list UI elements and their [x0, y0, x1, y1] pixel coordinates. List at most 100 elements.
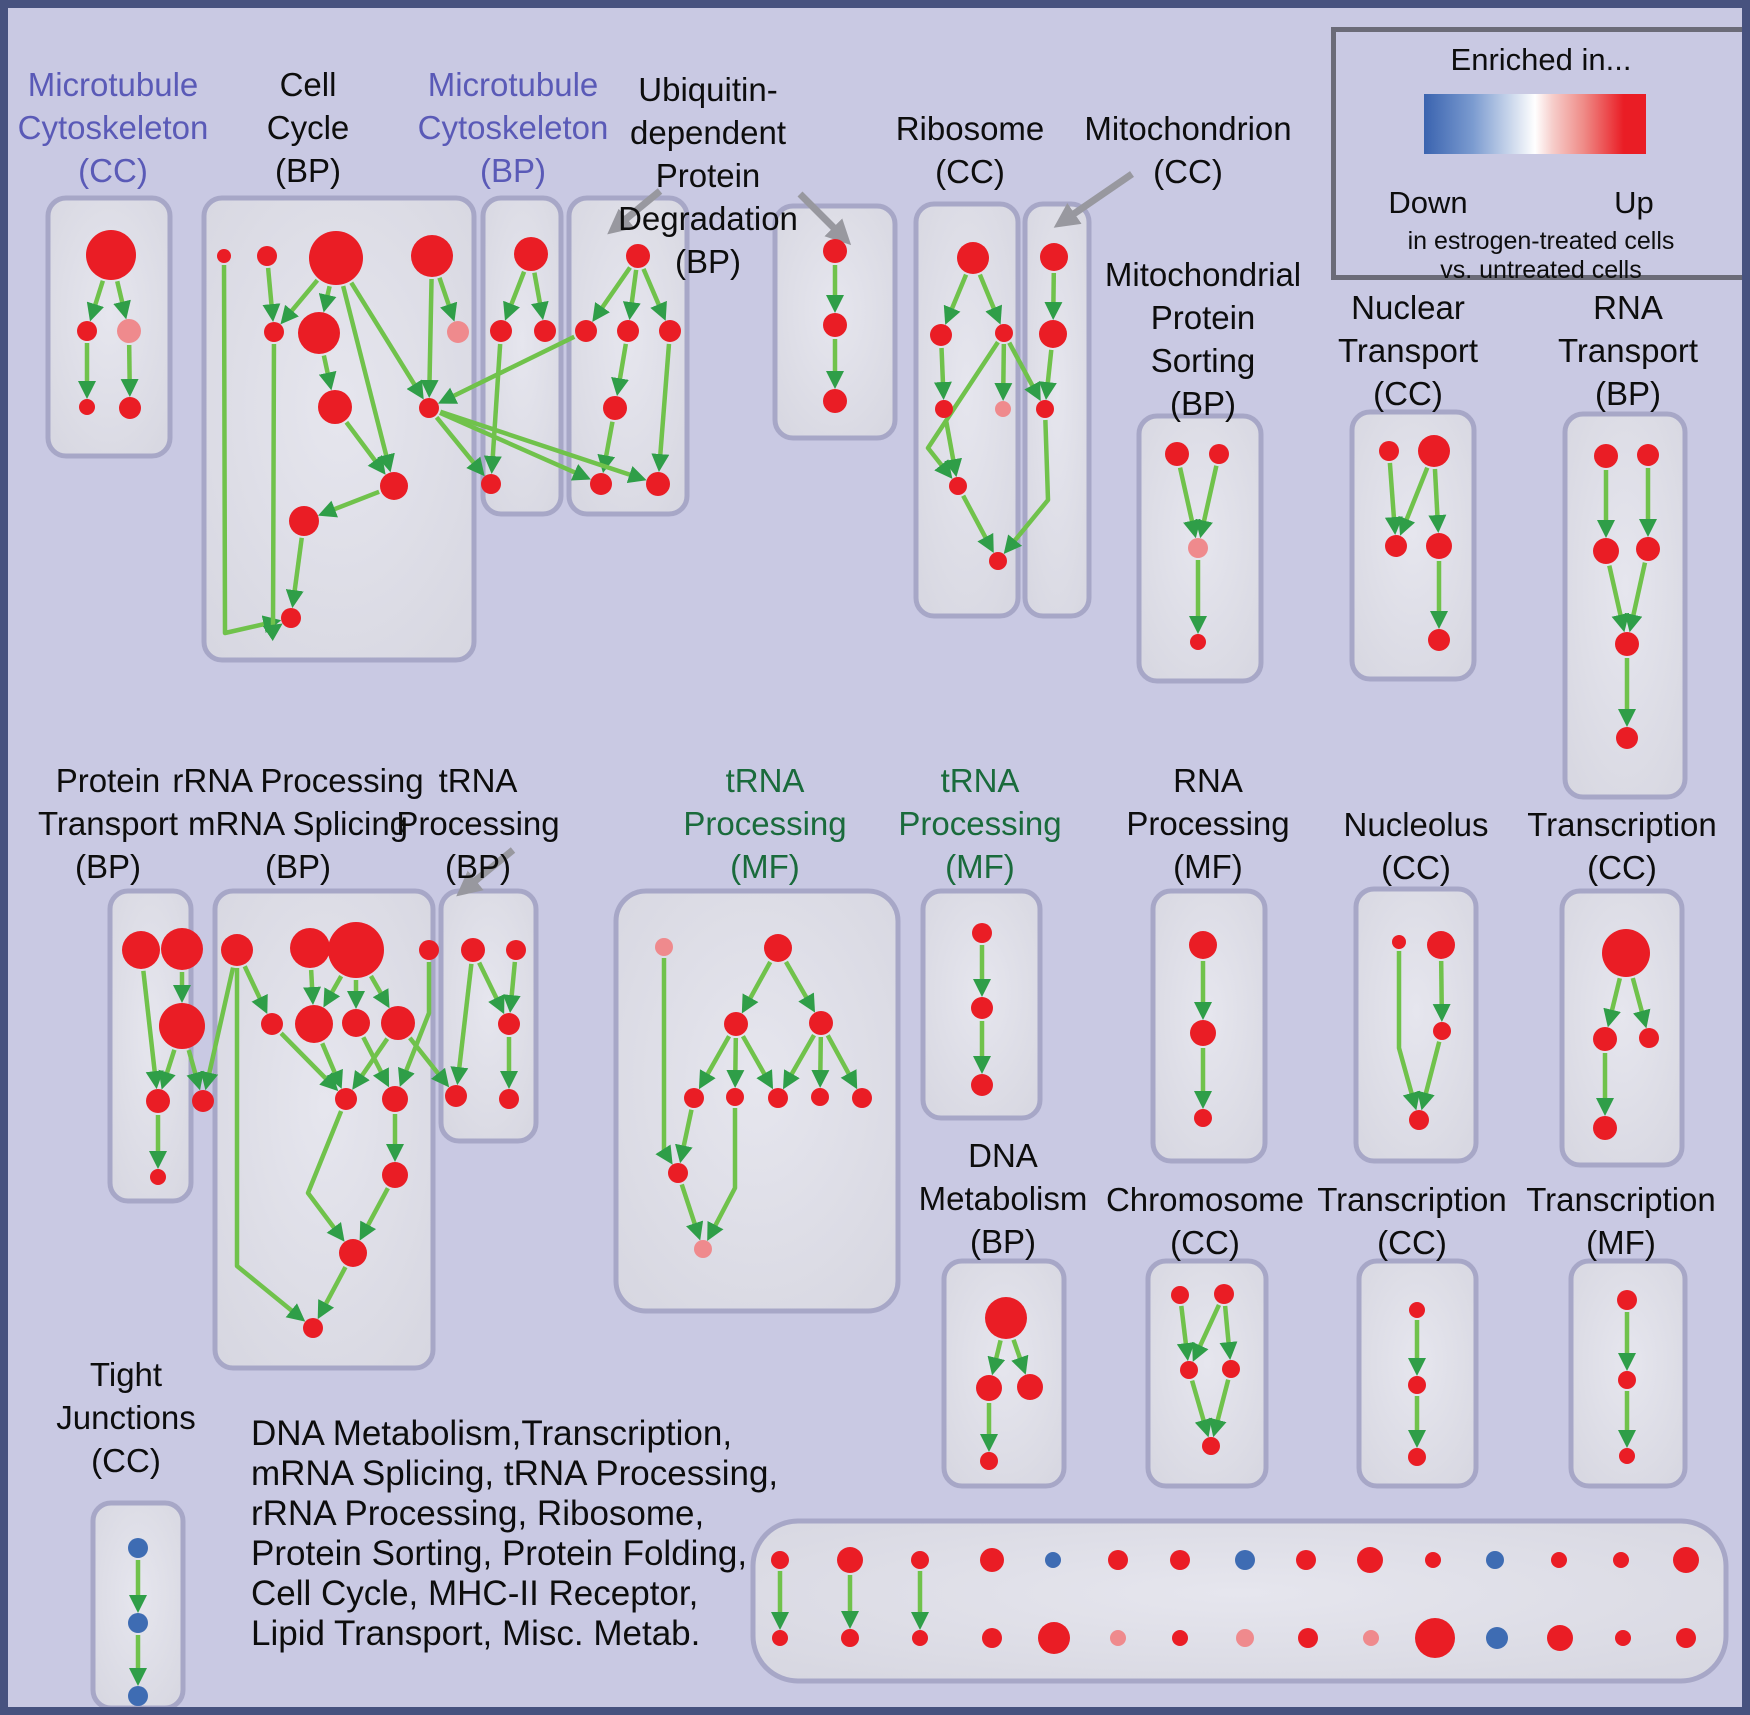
edge-arrow	[622, 269, 641, 321]
go-term-node	[1636, 537, 1660, 561]
edge-arrow	[726, 1037, 745, 1088]
edge-arrow	[784, 960, 816, 1013]
go-term-node	[1392, 935, 1406, 949]
go-term-node	[1613, 1552, 1629, 1568]
go-term-node	[506, 940, 526, 960]
go-term-node	[930, 324, 952, 346]
go-term-node	[1428, 629, 1450, 651]
edge-arrow	[651, 343, 672, 473]
go-term-node	[481, 474, 501, 494]
go-term-node	[603, 396, 627, 420]
go-term-node	[1108, 1550, 1128, 1570]
go-term-node	[1298, 1628, 1318, 1648]
go-term-node	[1616, 727, 1638, 749]
go-term-node	[1209, 444, 1229, 464]
edge-arrow	[1176, 1305, 1195, 1362]
edge-arrow	[320, 1042, 343, 1089]
edge-arrow	[120, 344, 139, 398]
go-term-node	[655, 938, 673, 956]
go-term-node	[971, 997, 993, 1019]
edge-arrow	[503, 270, 527, 321]
go-term-node	[119, 397, 141, 419]
edge-arrow	[943, 419, 963, 478]
go-term-node	[1593, 1116, 1617, 1140]
cluster-box-microtubule-cytoskeleton-bp	[480, 195, 564, 517]
go-term-node	[980, 1452, 998, 1470]
edge-arrow	[305, 1110, 345, 1242]
go-term-node	[1165, 442, 1189, 466]
edge-arrow	[408, 1036, 450, 1088]
edge-arrow	[1398, 466, 1430, 536]
edge-arrow	[502, 961, 521, 1014]
go-term-node	[1222, 1360, 1240, 1378]
go-term-node	[1602, 929, 1650, 977]
edge-arrow	[242, 965, 268, 1015]
go-term-node	[1040, 243, 1068, 271]
go-term-node	[419, 940, 439, 960]
go-term-node	[1594, 444, 1618, 468]
edge-arrow	[1384, 462, 1403, 536]
go-term-node	[289, 506, 319, 536]
edge-arrow	[1396, 951, 1421, 1111]
go-term-node	[823, 313, 847, 337]
go-term-node	[303, 1318, 323, 1338]
go-term-node	[980, 1548, 1004, 1572]
go-term-node	[281, 608, 301, 628]
label-pointer-arrow	[797, 191, 852, 246]
edge-arrow	[679, 1183, 704, 1241]
edge-arrow	[439, 409, 647, 484]
label-pointer-arrow	[456, 847, 516, 897]
go-term-node	[1639, 1028, 1659, 1048]
edge-arrow	[925, 340, 1000, 479]
go-term-node	[150, 1169, 166, 1185]
go-term-node	[192, 1090, 214, 1112]
edge-arrow	[186, 1049, 204, 1091]
edge-arrow	[1189, 1379, 1213, 1438]
go-term-node	[1425, 1552, 1441, 1568]
go-term-node	[976, 1375, 1002, 1401]
go-term-node	[1189, 931, 1217, 959]
edge-arrow	[782, 1034, 816, 1090]
go-term-node	[626, 244, 650, 268]
go-term-node	[445, 1085, 467, 1107]
go-term-node	[128, 1613, 148, 1633]
cluster-box-chromosome-cc	[1145, 1258, 1269, 1489]
go-term-node	[811, 1088, 829, 1106]
go-term-node	[490, 320, 512, 342]
edge-arrow	[933, 347, 952, 401]
edge-arrow	[698, 1035, 732, 1090]
edge-arrow	[1011, 1338, 1029, 1375]
go-term-node	[342, 1009, 370, 1037]
go-term-node	[1615, 1630, 1631, 1646]
go-term-node	[995, 324, 1013, 342]
go-term-node	[461, 938, 485, 962]
cluster-box-rna-transport-bp	[1562, 411, 1688, 800]
go-term-node	[1385, 535, 1407, 557]
go-term-node	[159, 1003, 205, 1049]
go-term-node	[86, 230, 136, 280]
go-term-node	[1363, 1630, 1379, 1646]
edge-arrow	[1219, 1305, 1238, 1361]
misc-categories-note: DNA Metabolism,Transcription, mRNA Splic…	[251, 1414, 779, 1653]
edge-arrow	[285, 537, 304, 609]
edge-arrow	[317, 1266, 348, 1320]
cluster-box-ubiquitin-degradation	[566, 195, 690, 517]
go-term-node	[726, 1088, 744, 1106]
go-term-node	[1619, 1448, 1635, 1464]
go-term-node	[1427, 931, 1455, 959]
go-term-node	[1673, 1547, 1699, 1573]
legend-down-label: Down	[1388, 185, 1468, 220]
go-term-node	[1637, 444, 1659, 466]
go-term-node	[77, 321, 97, 341]
edge-arrow	[740, 1035, 774, 1090]
go-term-node	[809, 1011, 833, 1035]
edge-arrow	[1195, 465, 1219, 539]
edge-arrow	[483, 343, 503, 475]
go-term-node	[1408, 1376, 1426, 1394]
edge-arrow	[434, 415, 485, 477]
go-term-node	[1188, 538, 1208, 558]
go-term-node	[985, 1297, 1027, 1339]
go-term-node	[257, 246, 277, 266]
edge-arrow	[1209, 1379, 1231, 1438]
go-term-node	[128, 1538, 148, 1558]
